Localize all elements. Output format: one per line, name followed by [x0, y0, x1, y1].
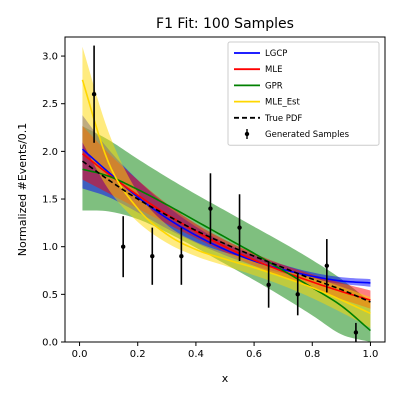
y-tick-label: 3.0: [42, 52, 58, 63]
x-tick-label: 0.2: [130, 349, 146, 360]
sample-marker: [208, 206, 213, 211]
x-axis-ticks: 0.0 0.2 0.4 0.6 0.8 1.0: [72, 342, 379, 360]
y-tick-label: 0.5: [42, 290, 58, 301]
legend-item-mle-est: MLE_Est: [234, 98, 300, 108]
sample-marker: [266, 282, 271, 288]
y-tick-label: 0.0: [42, 338, 58, 349]
sample-point: [91, 45, 97, 143]
legend-item-gpr: GPR: [234, 81, 283, 91]
plot-frame: [64, 36, 386, 343]
sample-point: [179, 227, 184, 285]
legend-label: MLE: [265, 65, 282, 75]
sample-marker: [150, 254, 155, 259]
sample-point: [208, 173, 213, 244]
legend-item-lgcp: LGCP: [234, 49, 287, 59]
y-tick-label: 1.0: [42, 242, 58, 253]
legend-item-generated-samples: Generated Samples: [244, 129, 350, 140]
sample-point: [295, 273, 300, 316]
y-tick-label: 2.0: [42, 147, 58, 158]
y-axis-ticks: 0.0 0.5 1.0 1.5 2.0 2.5 3.0: [42, 52, 65, 349]
chart-title: F1 Fit: 100 Samples: [156, 16, 294, 32]
sample-point: [150, 227, 155, 285]
legend-label: Generated Samples: [265, 130, 350, 140]
series-lines: [81, 79, 371, 332]
y-tick-label: 2.5: [42, 99, 58, 110]
sample-marker: [237, 225, 242, 230]
legend-box: [227, 41, 380, 146]
legend-item-mle: MLE: [234, 65, 282, 75]
legend-label: True PDF: [264, 114, 302, 124]
y-axis-label: Normalized #Events/0.1: [16, 123, 29, 257]
sample-point: [266, 261, 271, 308]
line-mle: [81, 153, 371, 301]
sample-point: [237, 194, 242, 261]
plot-area: [81, 45, 371, 342]
x-tick-label: 0.4: [188, 349, 204, 360]
sample-marker: [324, 263, 330, 268]
line-lgcp: [81, 148, 371, 284]
sample-marker: [353, 330, 359, 335]
y-tick-label: 1.5: [42, 195, 58, 206]
legend-label: GPR: [265, 81, 283, 91]
line-mle-est: [81, 79, 371, 315]
sample-marker: [295, 292, 300, 297]
legend-label: LGCP: [265, 49, 287, 59]
legend-item-true-pdf: True PDF: [234, 114, 302, 124]
legend: LGCP MLE GPR MLE_Est True PDF Generated Sampl…: [227, 41, 380, 146]
x-tick-label: 0.0: [72, 349, 88, 360]
x-axis-label: x: [222, 372, 229, 385]
x-tick-label: 0.6: [246, 349, 262, 360]
line-gpr: [82, 168, 371, 332]
sample-marker: [179, 254, 184, 259]
x-tick-label: 1.0: [363, 349, 379, 360]
x-tick-label: 0.8: [304, 349, 320, 360]
sample-marker: [120, 244, 126, 249]
sample-point: [353, 322, 359, 342]
sample-point: [120, 216, 126, 278]
legend-swatch: [244, 131, 250, 137]
sample-points: [91, 45, 359, 342]
legend-label: MLE_Est: [265, 98, 300, 108]
sample-marker: [91, 91, 97, 97]
line-true-pdf: [81, 160, 371, 303]
sample-point: [324, 239, 330, 293]
